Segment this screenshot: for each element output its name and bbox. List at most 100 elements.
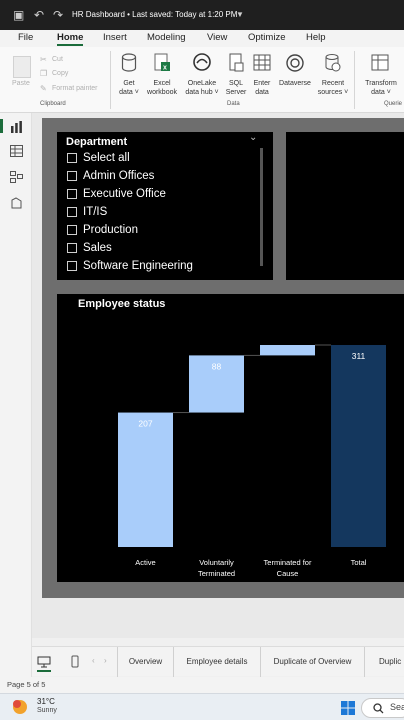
window-title: HR Dashboard • Last saved: Today at 1:20…: [72, 10, 238, 19]
checkbox[interactable]: [67, 225, 77, 235]
excel-line1: Excel: [153, 80, 171, 87]
ribbon-separator: [354, 51, 355, 109]
cut-button[interactable]: Cut: [52, 56, 63, 63]
mobile-layout-icon[interactable]: [71, 655, 79, 668]
tab-home[interactable]: Home: [57, 32, 84, 43]
copy-icon[interactable]: ❐: [40, 69, 48, 78]
page-tab-employee-details[interactable]: Employee details: [174, 647, 261, 677]
cut-icon[interactable]: ✂: [40, 55, 47, 64]
checkbox[interactable]: [67, 207, 77, 217]
paste-icon[interactable]: [13, 56, 31, 78]
sql-line1: SQL: [228, 80, 243, 87]
menu-bar: File Home Insert Modeling View Optimize …: [0, 30, 404, 47]
dataverse-button[interactable]: Dataverse: [279, 80, 311, 87]
chevron-down-icon[interactable]: ⌄: [249, 132, 258, 143]
format-painter-button[interactable]: Format painter: [52, 85, 98, 92]
checkbox[interactable]: [67, 261, 77, 271]
department-slicer[interactable]: Department ⌄ Select all Admin Offices Ex…: [57, 132, 273, 280]
page-tabs-bar: ‹ › Overview Employee details Duplicate …: [32, 646, 404, 677]
title-bar: ▣ ↶ ↷ HR Dashboard • Last saved: Today a…: [0, 0, 404, 30]
onelake-icon: [193, 53, 211, 71]
active-view-indicator: [0, 119, 3, 133]
report-view-icon[interactable]: [10, 121, 23, 133]
active-layout-indicator: [37, 670, 51, 672]
slicer-item-label: Executive Office: [83, 188, 166, 200]
page-tab-overview[interactable]: Overview: [117, 647, 174, 677]
sql-server-icon: [229, 53, 244, 72]
checkbox[interactable]: [67, 189, 77, 199]
enter-line1: Enter: [253, 80, 271, 87]
chevron-down-icon[interactable]: ▼: [236, 10, 244, 19]
format-painter-icon[interactable]: ✎: [40, 84, 47, 93]
chart-title: Employee status: [78, 298, 165, 310]
tab-insert[interactable]: Insert: [103, 32, 127, 43]
slicer-item-label: Sales: [83, 242, 112, 254]
waterfall-chart-svg: Employee status 207 Active 88 Voluntarily Ter…: [78, 298, 386, 578]
transform-data-button[interactable]: Transform data ˅: [361, 79, 401, 97]
windows-start-icon[interactable]: [341, 701, 355, 715]
page-tab-duplicate-of-overview[interactable]: Duplicate of Overview: [261, 647, 365, 677]
waterfall-bar: [260, 345, 315, 356]
copy-button[interactable]: Copy: [52, 70, 69, 77]
windows-taskbar: 31°C Sunny Sea: [0, 693, 404, 720]
category-label: Terminated: [198, 569, 235, 578]
paste-label[interactable]: Paste: [12, 80, 30, 87]
status-bar: Page 5 of 5: [0, 677, 404, 693]
scroll-right-icon[interactable]: ›: [104, 656, 107, 665]
tab-optimize[interactable]: Optimize: [248, 32, 286, 43]
table-view-icon[interactable]: [10, 145, 23, 157]
slicer-item-label: Software Engineering: [83, 260, 193, 272]
tab-help[interactable]: Help: [306, 32, 326, 43]
waterfall-bar: [331, 345, 386, 547]
tab-file[interactable]: File: [18, 32, 34, 43]
visual-placeholder[interactable]: [286, 132, 404, 280]
dax-query-view-icon[interactable]: [10, 197, 23, 209]
category-label: Voluntarily: [199, 558, 234, 567]
transform-line2: data ˅: [371, 89, 391, 96]
taskbar-search[interactable]: Sea: [361, 698, 404, 718]
checkbox[interactable]: [67, 171, 77, 181]
weather-icon[interactable]: [9, 697, 31, 717]
excel-icon: x: [154, 53, 170, 72]
checkbox[interactable]: [67, 243, 77, 253]
redo-icon[interactable]: ↷: [53, 8, 64, 22]
transform-data-icon: [371, 54, 389, 71]
checkbox[interactable]: [67, 153, 77, 163]
search-placeholder: Sea: [390, 702, 404, 712]
recent-sources-button[interactable]: Recent sources ˅: [316, 79, 350, 97]
scroll-left-icon[interactable]: ‹: [92, 656, 95, 665]
tab-modeling[interactable]: Modeling: [147, 32, 186, 43]
enter-data-icon: [253, 54, 271, 71]
get-data-button[interactable]: Get data ˅: [117, 79, 141, 97]
slicer-title: Department: [66, 136, 128, 148]
slicer-item-label: IT/IS: [83, 206, 108, 218]
desktop-layout-icon[interactable]: [37, 656, 51, 668]
page-tab-duplicate[interactable]: Duplic: [379, 657, 402, 666]
slicer-item-label: Select all: [83, 152, 130, 164]
sql-line2: Server: [225, 89, 247, 96]
enter-line2: data: [255, 89, 269, 96]
get-data-line2: data ˅: [119, 89, 139, 96]
page-indicator: Page 5 of 5: [7, 680, 46, 689]
undo-icon[interactable]: ↶: [34, 8, 45, 22]
tab-view[interactable]: View: [207, 32, 228, 43]
svg-text:x: x: [163, 65, 167, 72]
excel-workbook-button[interactable]: Excel workbook: [143, 79, 181, 97]
get-data-line1: Get: [123, 80, 135, 87]
save-icon[interactable]: ▣: [13, 8, 25, 22]
search-icon: [373, 703, 384, 714]
slicer-scrollbar[interactable]: [260, 148, 263, 266]
recent-sources-icon: [325, 54, 341, 72]
recent-line2: sources ˅: [317, 89, 349, 96]
enter-data-button[interactable]: Enter data: [250, 79, 274, 97]
slicer-item-label: Admin Offices: [83, 170, 155, 182]
category-label: Cause: [277, 569, 299, 578]
onelake-data-hub-button[interactable]: OneLake data hub ˅: [182, 79, 222, 97]
waterfall-bar: [118, 412, 173, 547]
queries-group-label: Querie: [384, 101, 403, 107]
data-group-label: Data: [227, 101, 240, 107]
employee-status-chart[interactable]: Employee status 207 Active 88 Voluntarily Ter…: [57, 294, 404, 582]
data-label: 311: [352, 351, 366, 361]
model-view-icon[interactable]: [10, 171, 23, 183]
sql-server-button[interactable]: SQL Server: [223, 79, 249, 97]
